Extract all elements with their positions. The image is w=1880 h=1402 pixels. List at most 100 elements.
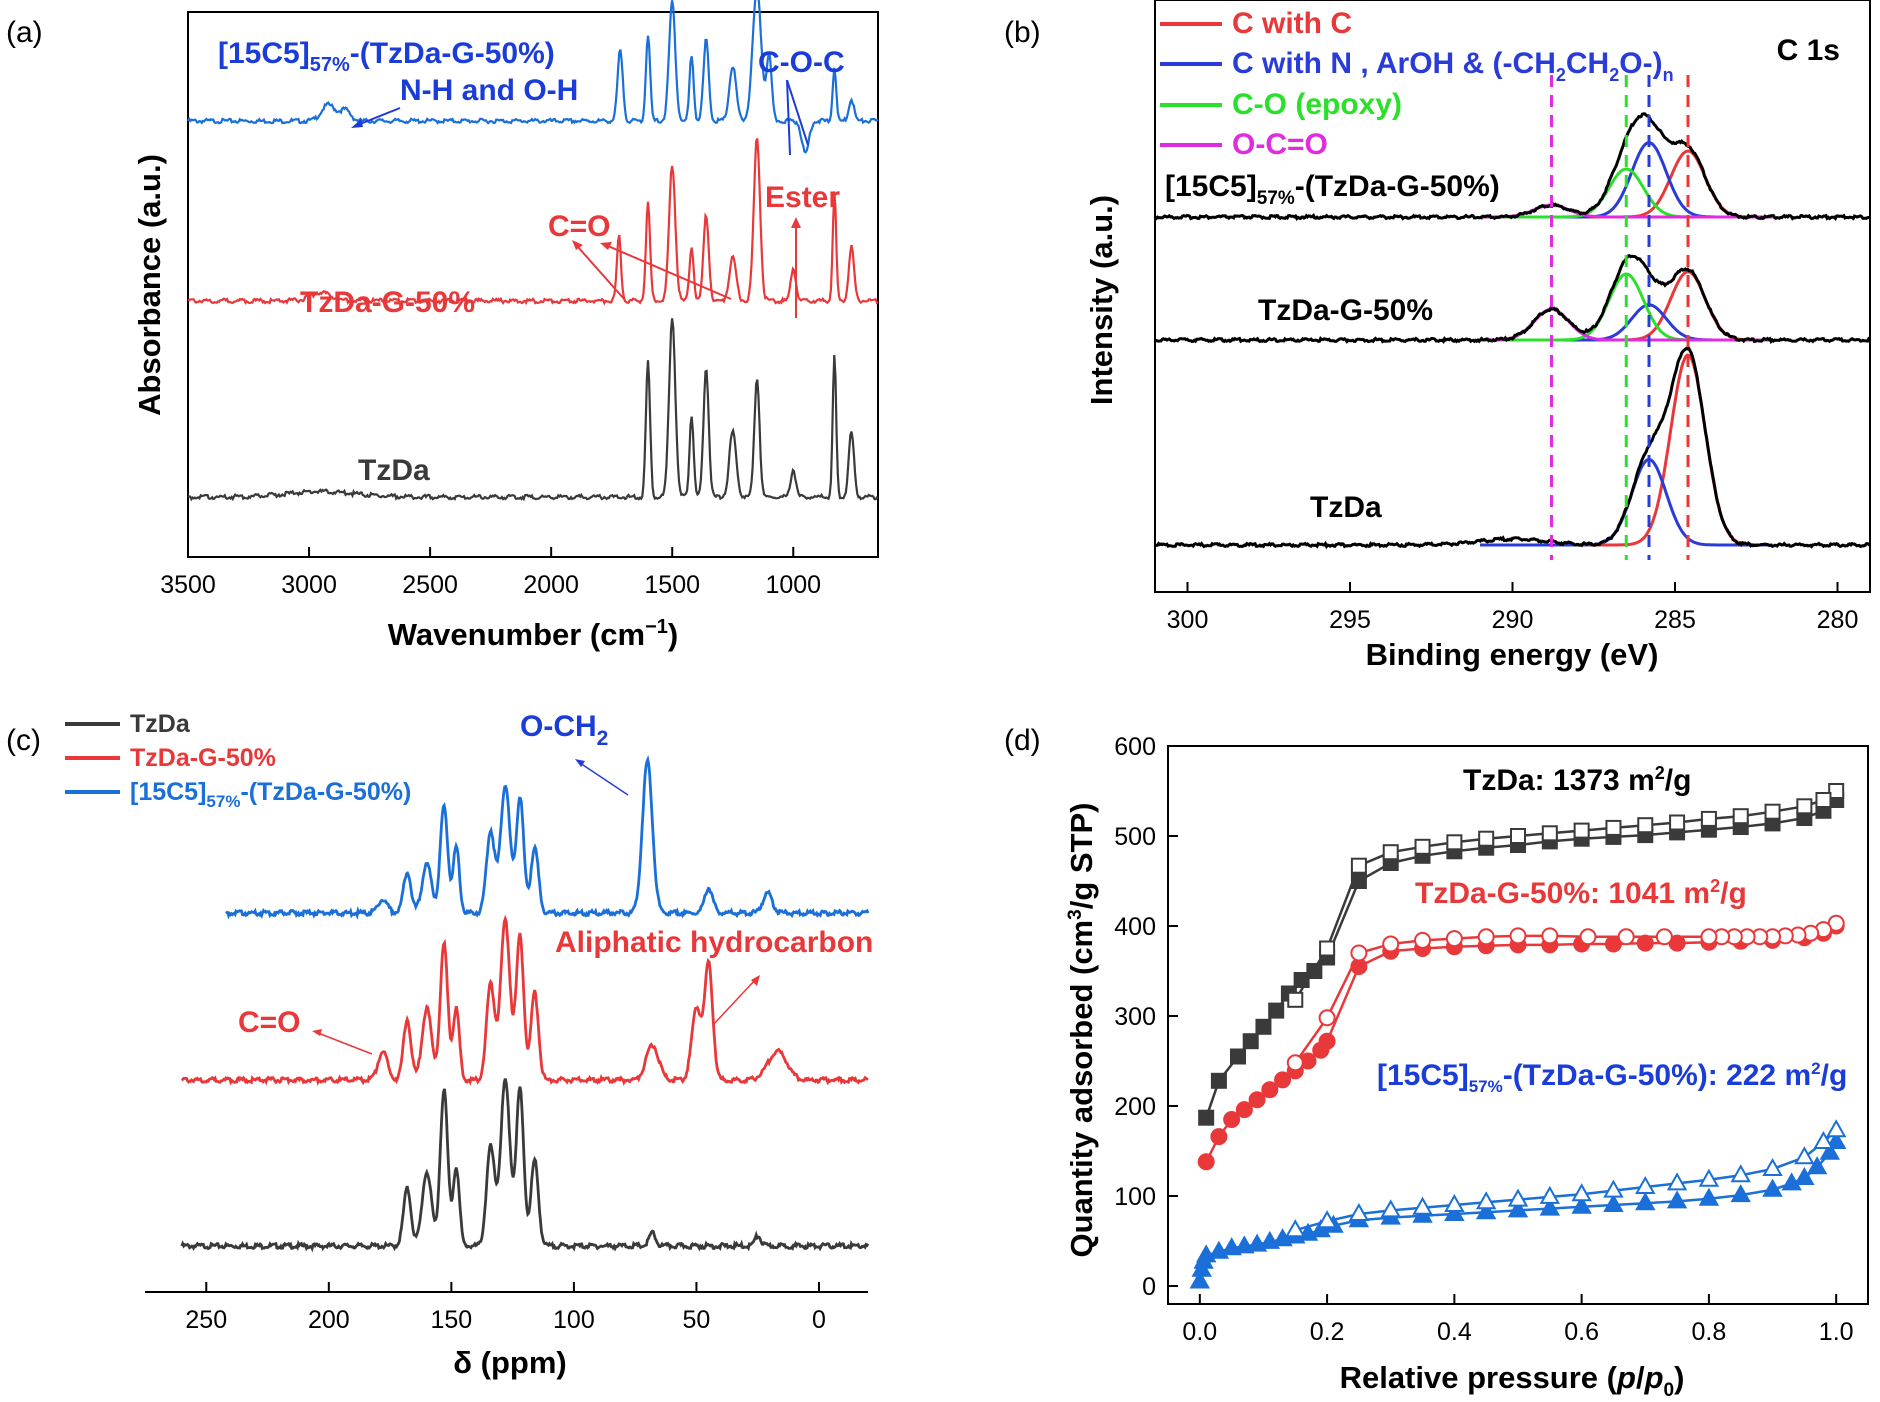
panel-a-tick-label-1: 3000 (281, 571, 337, 599)
panel-b-tick-label-2: 290 (1492, 606, 1534, 634)
isotherm-point-2-desorption-0 (1825, 1119, 1847, 1138)
isotherm-point-1-desorption-21 (1318, 1009, 1336, 1027)
panel-a-tick-label-2: 2500 (402, 571, 458, 599)
panel-a-plot (187, 0, 879, 502)
isotherm-point-0-desorption-8 (1605, 819, 1622, 836)
isotherm-point-2-adsorption-32 (1825, 1130, 1847, 1149)
legend-o-c-o: O-C=O (1232, 128, 1328, 161)
legend-c-with-c: C with C (1232, 7, 1352, 40)
isotherm-point-0-desorption-2 (1796, 798, 1813, 815)
isotherm-point-0-desorption-10 (1541, 825, 1558, 842)
panel-b-tick-label-1: 295 (1329, 606, 1371, 634)
arrowhead-o-ch2 (575, 759, 585, 767)
panel-label-c: (c) (6, 724, 41, 757)
isotherm-point-2-adsorption-27 (1762, 1178, 1783, 1197)
arrow-c-o-c-2 (786, 79, 809, 146)
isotherm-point-2-adsorption-28 (1781, 1172, 1802, 1191)
panel-d: (d) 0.0 0.2 0.4 0.6 0.8 1.0 0 100 200 300 400 500 60… (1004, 724, 1869, 1401)
panel-c-xlabel: δ (ppm) (453, 1345, 567, 1380)
isotherm-point-2-adsorption-29 (1794, 1166, 1815, 1185)
isotherm-point-1-desorption-20 (1350, 944, 1368, 962)
panel-c-ticks: 250 200 150 100 50 0 (185, 1282, 826, 1334)
panel-d-ytick-label-1: 100 (1114, 1183, 1156, 1211)
panel-label-d: (d) (1004, 724, 1041, 757)
isotherm-point-2-desorption-3 (1762, 1157, 1783, 1176)
annotation-tzda-d: TzDa: 1373 m2/g (1463, 763, 1691, 797)
panel-b-tick-label-0: 300 (1167, 606, 1209, 634)
panel-a-tick-label-0: 3500 (160, 571, 216, 599)
isotherm-point-1-adsorption-2 (1223, 1111, 1241, 1128)
panel-b: (b) 300 295 290 285 280 Binding energy (eV) … (1004, 0, 1871, 672)
isotherm-point-1-desorption-15 (1509, 927, 1527, 945)
arrowhead-nh-oh (351, 119, 363, 128)
isotherm-point-1-desorption-12 (1617, 928, 1635, 946)
ftir-series-1 (187, 138, 879, 306)
isotherm-point-1-desorption-22 (1286, 1054, 1304, 1072)
isotherm-point-0-desorption-18 (1287, 991, 1304, 1008)
arrowhead-ester (791, 217, 801, 228)
isotherm-point-1-desorption-17 (1445, 930, 1463, 948)
xps-envelope-1 (1154, 254, 1871, 345)
isotherm-point-1-desorption-10 (1700, 928, 1718, 946)
panel-d-ytick-label-6: 600 (1114, 733, 1156, 761)
panel-c: (c) 250 200 150 100 50 0 δ (ppm) TzDa TzDa-G-… (6, 710, 873, 1380)
panel-d-ticks: 0.0 0.2 0.4 0.6 0.8 1.0 0 100 200 300 400 500 600 (1114, 733, 1853, 1346)
isotherm-point-2-desorption-15 (1380, 1199, 1401, 1218)
panel-b-xlabel: Binding energy (eV) (1366, 637, 1659, 672)
panel-b-title: C 1s (1777, 34, 1840, 67)
annotation-ester: Ester (765, 181, 840, 214)
isotherm-point-0-desorption-5 (1700, 810, 1717, 827)
isotherm-point-2-adsorption-20 (1539, 1197, 1561, 1216)
isotherm-line-2-desorption (1294, 1129, 1838, 1232)
annotation-nh-oh: N-H and O-H (400, 74, 578, 107)
isotherm-point-1-desorption-19 (1382, 935, 1400, 953)
panel-a: (a) 3500 3000 2500 2000 1500 1000 Wavenumber … (6, 0, 879, 652)
panel-a-frame (187, 11, 879, 558)
panel-c-tick-label-1: 200 (308, 1306, 350, 1334)
panel-d-ytick-label-3: 300 (1114, 1003, 1156, 1031)
annotation-tzda-a: TzDa (358, 454, 430, 487)
panel-c-tick-label-2: 150 (430, 1306, 472, 1334)
isotherm-point-0-desorption-6 (1669, 814, 1686, 831)
isotherm-point-2-adsorption-19 (1507, 1199, 1529, 1218)
isotherm-point-0-desorption-12 (1478, 830, 1495, 847)
isotherm-point-2-desorption-14 (1412, 1196, 1433, 1215)
isotherm-point-1-desorption-14 (1541, 927, 1559, 945)
arrow-c-eq-o-c (317, 1032, 373, 1055)
isotherm-point-2-desorption-7 (1635, 1175, 1656, 1194)
isotherm-point-2-adsorption-31 (1819, 1141, 1841, 1160)
panel-d-frame (1167, 745, 1869, 1305)
annotation-c-eq-o-a: C=O (548, 210, 611, 243)
isotherm-point-0-adsorption-5 (1268, 1002, 1285, 1019)
nmr-series-1 (180, 914, 869, 1086)
isotherm-point-1-desorption-16 (1477, 928, 1495, 946)
legend-tzda-c: TzDa (130, 710, 191, 738)
isotherm-point-2-desorption-9 (1571, 1183, 1592, 1202)
panel-c-tick-label-4: 50 (683, 1306, 711, 1334)
isotherm-point-0-desorption-4 (1732, 808, 1749, 825)
isotherm-point-0-desorption-15 (1382, 844, 1399, 861)
panel-b-tick-label-4: 280 (1817, 606, 1859, 634)
panel-a-tick-label-3: 2000 (523, 571, 579, 599)
isotherm-point-0-adsorption-3 (1242, 1033, 1259, 1050)
isotherm-point-1-adsorption-5 (1261, 1081, 1279, 1099)
panel-a-annotations: [15C5]57%-(TzDa-G-50%) N-H and O-H C-O-C… (218, 37, 845, 487)
panel-d-ytick-label-2: 200 (1114, 1093, 1156, 1121)
isotherm-point-1-desorption-18 (1414, 931, 1432, 949)
panel-b-legend: C with C C with N , ArOH & (-CH2CH2O-)n … (1160, 7, 1674, 161)
panel-b-ylabel: Intensity (a.u.) (1084, 195, 1119, 405)
isotherm-point-0-desorption-9 (1573, 822, 1590, 839)
isotherm-point-2-desorption-11 (1507, 1188, 1529, 1207)
annotation-15c5-b: [15C5]57%-(TzDa-G-50%) (1165, 170, 1500, 209)
panel-d-xtick-label-2: 0.4 (1437, 1318, 1472, 1346)
isotherm-point-2-desorption-4 (1730, 1164, 1751, 1183)
isotherm-point-2-desorption-12 (1475, 1191, 1497, 1210)
isotherm-point-1-desorption-13 (1579, 928, 1597, 946)
panel-c-legend: TzDa TzDa-G-50% [15C5]57%-(TzDa-G-50%) (65, 710, 411, 811)
isotherm-point-1-adsorption-0 (1197, 1153, 1215, 1171)
panel-a-ylabel: Absorbance (a.u.) (132, 154, 167, 416)
arrowhead-c-eq-o-a-2 (572, 240, 583, 250)
isotherm-point-2-desorption-6 (1666, 1172, 1688, 1191)
isotherm-point-0-desorption-14 (1414, 838, 1431, 855)
